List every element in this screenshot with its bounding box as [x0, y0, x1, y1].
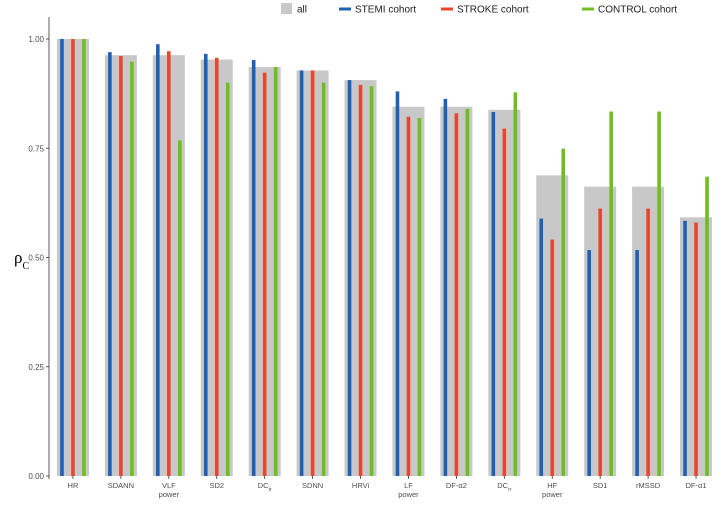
- legend-control-cohort: CONTROL cohort: [582, 5, 677, 16]
- y-tick-label: 1.00: [28, 35, 44, 44]
- bars: [56, 39, 713, 477]
- legend-swatch: [441, 7, 453, 11]
- bar-stroke-cohort: [167, 51, 171, 477]
- bar-control-cohort: [273, 66, 278, 476]
- bar-stroke-cohort: [694, 222, 698, 476]
- bar-control-cohort: [513, 92, 518, 477]
- legend-label: STEMI cohort: [355, 5, 416, 16]
- x-tick-label: HR: [68, 481, 79, 490]
- legend-all: all: [281, 3, 307, 16]
- axes: 0.00 0.25 0.50 0.75 1.00: [28, 17, 50, 481]
- legend-stemi-cohort: STEMI cohort: [339, 5, 416, 16]
- bar-stemi-cohort: [347, 80, 352, 476]
- bar-stemi-cohort: [108, 52, 112, 477]
- bar-stemi-cohort: [299, 70, 304, 477]
- bar-control-cohort: [178, 140, 182, 476]
- bar-stemi-cohort: [539, 218, 544, 476]
- bar-stroke-cohort: [406, 116, 411, 476]
- bar-stemi-cohort: [203, 53, 208, 476]
- bar-control-cohort: [321, 82, 326, 476]
- legend-swatch: [582, 7, 594, 11]
- bar-control-cohort: [705, 176, 709, 476]
- y-axis-label: ρC: [14, 248, 29, 272]
- bar-control-cohort: [465, 108, 470, 477]
- y-tick-label: 0.00: [28, 472, 44, 481]
- x-tick-label: DCrr: [497, 481, 512, 493]
- legend-swatch: [339, 7, 351, 11]
- bar-stemi-cohort: [491, 111, 496, 476]
- x-tick-label: HRVi: [352, 481, 370, 490]
- bar-stemi-cohort: [395, 91, 400, 476]
- bar-control-cohort: [130, 61, 134, 476]
- x-axis-labels: HR SDANN VLF power SD2 DCtr SDNN HRVi LF power DF-…: [68, 476, 707, 499]
- x-tick-label: HF power: [542, 481, 563, 499]
- legend-swatch: [281, 3, 292, 14]
- bar-stroke-cohort: [214, 57, 219, 476]
- bar-stroke-cohort: [310, 70, 315, 477]
- bar-stemi-cohort: [683, 220, 687, 476]
- bar-stroke-cohort: [454, 113, 459, 476]
- legend-label: all: [297, 5, 307, 16]
- bar-stroke-cohort: [550, 239, 555, 476]
- bar-control-cohort: [417, 118, 422, 477]
- bar-stroke-cohort: [646, 208, 650, 476]
- bar-stemi-cohort: [156, 44, 160, 477]
- bar-control-cohort: [225, 82, 230, 476]
- bar-stroke-cohort: [502, 128, 507, 476]
- x-tick-label: VLF power: [159, 481, 180, 499]
- bar-control-cohort: [82, 39, 86, 476]
- legend: all STEMI cohort STROKE cohort CONTROL coho…: [281, 3, 677, 16]
- bar-control-cohort: [657, 111, 661, 477]
- bar-stemi-cohort: [60, 39, 64, 476]
- y-tick-label: 0.50: [28, 254, 44, 263]
- x-tick-label: LF power: [398, 481, 419, 499]
- bar-control-cohort: [609, 111, 613, 477]
- bar-stroke-cohort: [598, 208, 602, 476]
- bar-stroke-cohort: [119, 56, 123, 476]
- bar-stemi-cohort: [443, 98, 448, 476]
- bar-control-cohort: [561, 148, 566, 476]
- legend-stroke-cohort: STROKE cohort: [441, 5, 529, 16]
- x-tick-label: DF-α1: [686, 481, 707, 490]
- x-tick-label: rMSSD: [636, 481, 661, 490]
- bar-stroke-cohort: [262, 72, 267, 477]
- bar-stemi-cohort: [587, 250, 591, 476]
- x-tick-label: SD2: [209, 481, 224, 490]
- bar-stroke-cohort: [358, 84, 363, 476]
- x-tick-label: SD1: [593, 481, 608, 490]
- y-tick-label: 0.25: [28, 363, 44, 372]
- x-tick-label: DF-α2: [446, 481, 467, 490]
- bar-stemi-cohort: [635, 250, 639, 476]
- legend-label: STROKE cohort: [457, 5, 529, 16]
- x-tick-label: SDNN: [302, 481, 323, 490]
- x-tick-label: SDANN: [108, 481, 134, 490]
- bar-control-cohort: [369, 86, 374, 477]
- bar-stemi-cohort: [251, 59, 256, 476]
- bar-stroke-cohort: [71, 39, 75, 476]
- legend-label: CONTROL cohort: [598, 5, 677, 16]
- x-tick-label: DCtr: [258, 481, 272, 493]
- y-tick-label: 0.75: [28, 144, 44, 153]
